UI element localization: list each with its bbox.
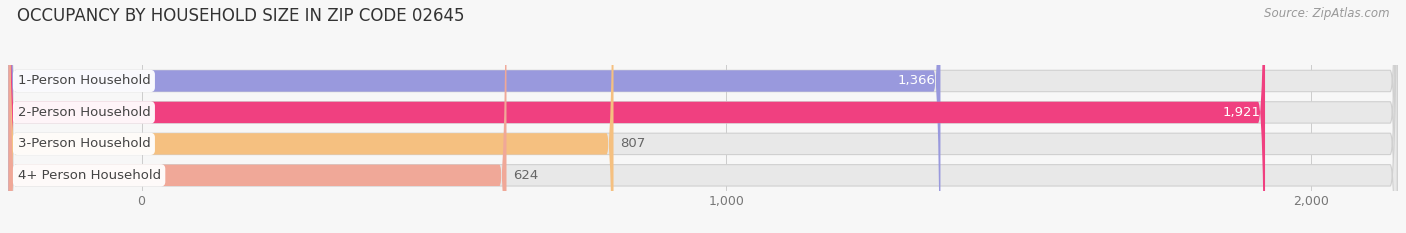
- Text: 807: 807: [620, 137, 645, 150]
- Text: OCCUPANCY BY HOUSEHOLD SIZE IN ZIP CODE 02645: OCCUPANCY BY HOUSEHOLD SIZE IN ZIP CODE …: [17, 7, 464, 25]
- Text: 624: 624: [513, 169, 538, 182]
- Text: 1-Person Household: 1-Person Household: [17, 75, 150, 87]
- FancyBboxPatch shape: [8, 0, 1398, 233]
- FancyBboxPatch shape: [8, 0, 941, 233]
- FancyBboxPatch shape: [8, 0, 1398, 233]
- Text: Source: ZipAtlas.com: Source: ZipAtlas.com: [1264, 7, 1389, 20]
- FancyBboxPatch shape: [8, 0, 506, 233]
- Text: 1,921: 1,921: [1222, 106, 1260, 119]
- FancyBboxPatch shape: [8, 0, 1265, 233]
- FancyBboxPatch shape: [8, 0, 1398, 233]
- Text: 3-Person Household: 3-Person Household: [17, 137, 150, 150]
- FancyBboxPatch shape: [8, 0, 613, 233]
- FancyBboxPatch shape: [8, 0, 1398, 233]
- Text: 4+ Person Household: 4+ Person Household: [17, 169, 160, 182]
- Text: 1,366: 1,366: [898, 75, 936, 87]
- Text: 2-Person Household: 2-Person Household: [17, 106, 150, 119]
